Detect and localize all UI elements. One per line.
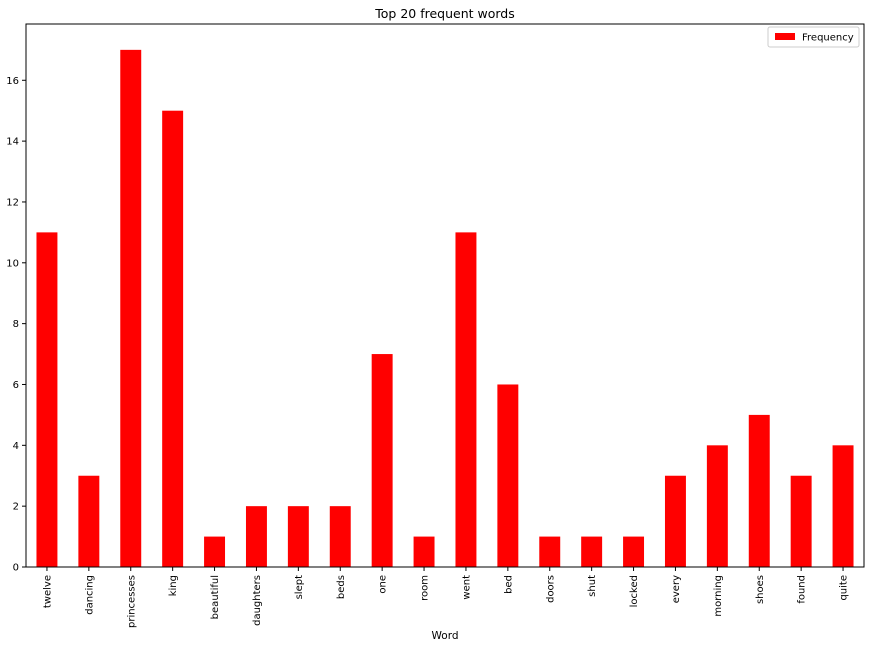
- bar-dancing: [78, 475, 100, 567]
- bar-every: [664, 475, 686, 567]
- x-tick-label: dancing: [84, 575, 95, 615]
- bar-bed: [497, 384, 519, 567]
- bar-locked: [623, 536, 645, 567]
- y-tick-label: 16: [6, 76, 19, 87]
- plot-frame: [25, 23, 865, 568]
- x-tick-label: beautiful: [210, 575, 221, 619]
- bar-daughters: [245, 506, 267, 567]
- y-tick-label: 6: [13, 380, 19, 391]
- x-tick-label: king: [168, 575, 179, 596]
- bar-twelve: [36, 232, 58, 567]
- y-tick-label: 2: [13, 502, 19, 513]
- chart-title: Top 20 frequent words: [374, 6, 514, 21]
- bar-doors: [539, 536, 561, 567]
- x-tick-label: princesses: [126, 575, 137, 628]
- x-tick-label: shut: [587, 575, 598, 597]
- bar-slept: [287, 506, 309, 567]
- x-tick-label: locked: [629, 575, 640, 607]
- x-axis-label: Word: [432, 630, 459, 642]
- bar-beautiful: [204, 536, 226, 567]
- x-tick-label: quite: [839, 575, 850, 601]
- x-tick-label: found: [797, 575, 808, 604]
- bar-one: [371, 354, 393, 567]
- bar-shoes: [748, 414, 770, 567]
- legend-frame: [767, 26, 860, 48]
- bar-morning: [706, 445, 728, 567]
- y-tick-label: 10: [6, 258, 19, 269]
- x-tick-label: every: [671, 575, 682, 603]
- x-tick-label: beds: [336, 575, 347, 599]
- bar-king: [162, 110, 184, 567]
- x-tick-label: one: [378, 575, 389, 594]
- y-tick-label: 0: [13, 563, 19, 574]
- x-tick-label: morning: [713, 575, 724, 617]
- x-tick-label: doors: [545, 575, 556, 603]
- x-tick-label: went: [461, 575, 472, 600]
- bar-went: [455, 232, 477, 567]
- y-tick-label: 12: [6, 197, 19, 208]
- x-tick-label: room: [420, 575, 431, 601]
- bar-princesses: [120, 49, 142, 568]
- bar-beds: [329, 506, 351, 567]
- legend-label: Frequency: [802, 33, 854, 44]
- ticks-layer: twelve dancing princesses king beautiful daug…: [6, 76, 849, 628]
- x-tick-label: shoes: [755, 575, 766, 604]
- y-tick-label: 14: [6, 137, 19, 148]
- bar-quite: [832, 445, 854, 567]
- bar-shut: [581, 536, 603, 567]
- y-tick-label: 8: [13, 319, 19, 330]
- x-tick-label: daughters: [252, 575, 263, 626]
- x-tick-label: slept: [294, 575, 305, 599]
- bar-found: [790, 475, 812, 567]
- bars-layer: [36, 49, 854, 568]
- y-tick-label: 4: [13, 441, 19, 452]
- legend: Frequency: [767, 26, 860, 48]
- legend-swatch: [775, 33, 795, 40]
- x-tick-label: bed: [503, 575, 514, 594]
- bar-room: [413, 536, 435, 567]
- x-tick-label: twelve: [42, 575, 53, 608]
